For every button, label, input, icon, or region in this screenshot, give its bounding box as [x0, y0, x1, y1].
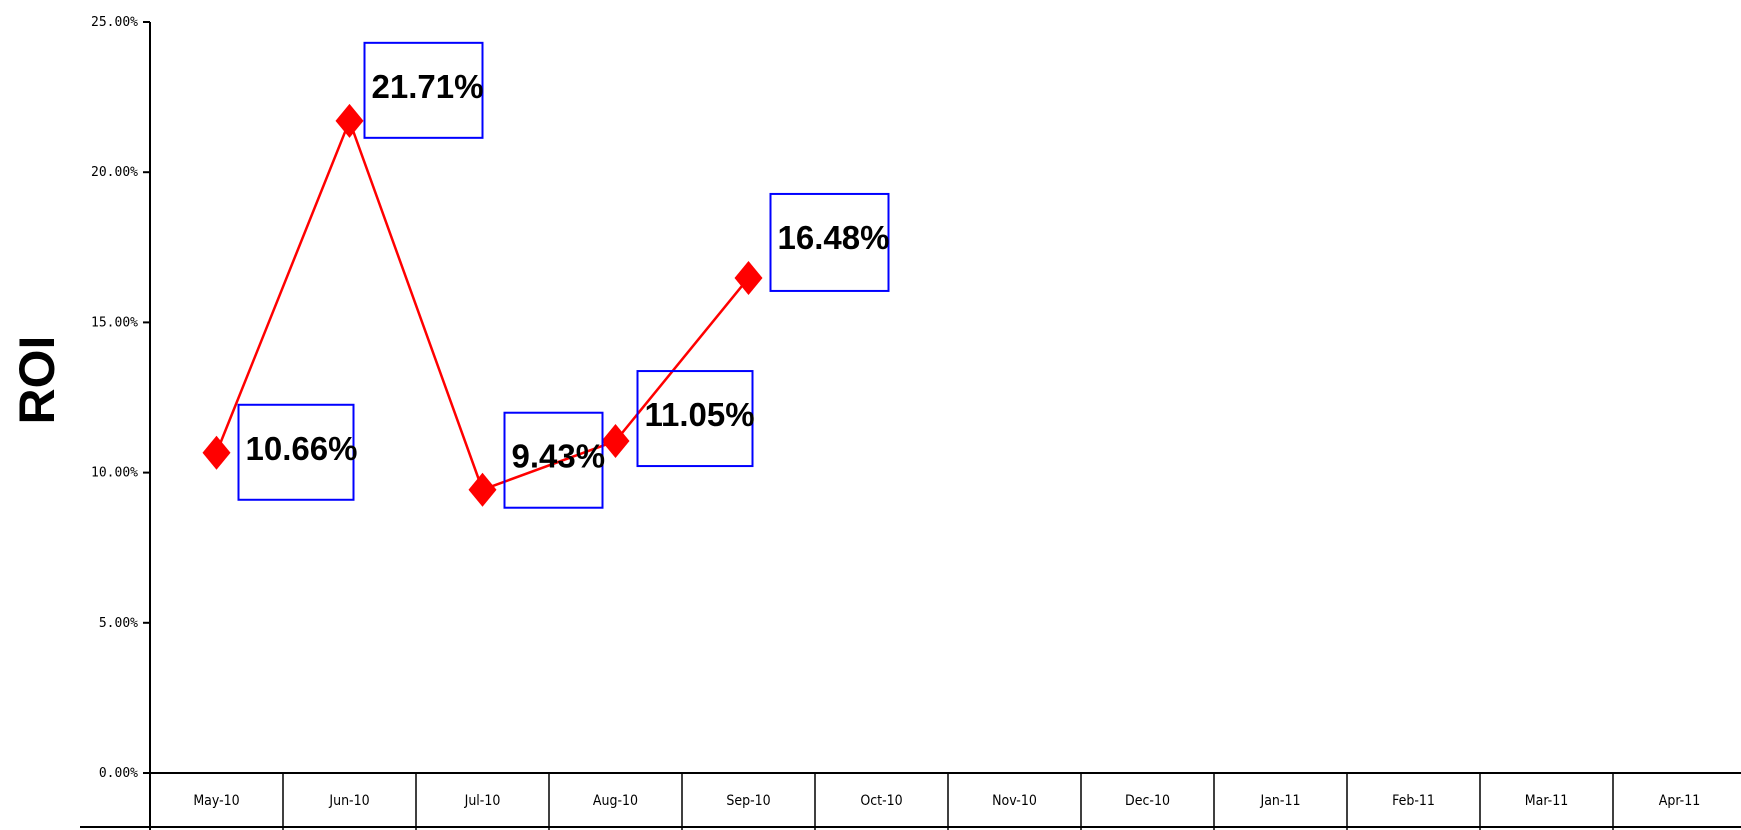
y-tick-label: 0.00%	[99, 766, 138, 781]
data-point-marker	[734, 260, 763, 295]
x-tick-label: Apr-11	[1659, 793, 1700, 809]
data-labels: 10.66% 21.71% 9.43% 11.05% 16.48%	[237, 41, 890, 509]
x-tick-label: Oct-10	[860, 793, 902, 809]
x-tick-label: Feb-11	[1392, 793, 1435, 809]
y-axis-ticks: 0.00% 5.00% 10.00% 15.00% 20.00% 25.00%	[91, 15, 151, 830]
x-tick-label: May-10	[193, 793, 239, 809]
x-tick-label: Aug-10	[593, 793, 638, 809]
series-roi	[202, 103, 763, 507]
data-label-box	[503, 411, 604, 509]
data-label-box	[363, 41, 484, 139]
y-tick-label: 25.00%	[91, 15, 138, 30]
x-axis: May-10 Jun-10 Jul-10 Aug-10 Sep-10 Oct-10 Nov-…	[80, 772, 1741, 830]
x-tick-label: Dec-10	[1125, 793, 1170, 809]
x-tick-label: Jun-10	[328, 793, 369, 809]
data-point-marker	[335, 103, 364, 138]
data-label: 21.71%	[372, 68, 484, 105]
y-tick-label: 15.00%	[91, 315, 138, 330]
data-point-marker	[468, 472, 497, 507]
x-tick-label: Mar-11	[1525, 793, 1568, 809]
data-label-box	[237, 403, 355, 501]
x-tick-label: Nov-10	[992, 793, 1037, 809]
y-tick-label: 10.00%	[91, 466, 138, 481]
y-tick-label: 20.00%	[91, 165, 138, 180]
x-tick-label: Jul-10	[464, 793, 501, 809]
data-point-marker	[202, 435, 231, 470]
data-label: 9.43%	[512, 438, 606, 475]
x-tick-label: Jan-11	[1260, 793, 1301, 809]
y-tick-label: 5.00%	[99, 616, 138, 631]
data-label-box	[636, 370, 754, 468]
data-point-marker	[601, 424, 630, 459]
y-axis-label: ROI	[9, 336, 65, 425]
x-tick-label: Sep-10	[726, 793, 770, 809]
data-label: 16.48%	[778, 219, 890, 256]
data-label: 10.66%	[246, 430, 358, 467]
data-label: 11.05%	[645, 396, 755, 433]
data-label-box	[769, 192, 890, 292]
